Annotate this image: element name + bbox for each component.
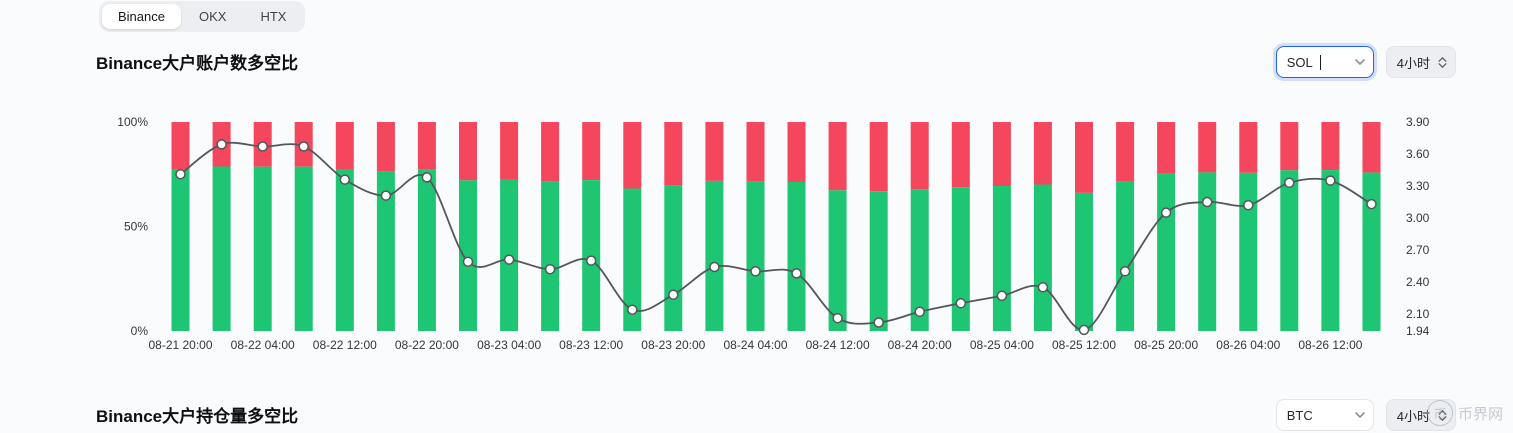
svg-text:50%: 50% — [124, 220, 148, 234]
chart-title-accounts: Binance大户账户数多空比 — [96, 54, 299, 73]
text-caret — [1319, 54, 1322, 70]
svg-text:08-26 04:00: 08-26 04:00 — [1216, 338, 1280, 352]
svg-text:08-25 12:00: 08-25 12:00 — [1052, 338, 1116, 352]
long-short-ratio-chart[interactable]: 100% 50% 0% 3.90 3.60 3.30 3.00 2.70 2.40 2.10 1.9… — [0, 100, 1513, 365]
symbol-select[interactable]: SOL — [1275, 46, 1374, 78]
chart-controls-accounts: SOL 4小时 — [1275, 46, 1456, 78]
svg-text:3.60: 3.60 — [1406, 147, 1430, 161]
svg-text:08-23 12:00: 08-23 12:00 — [559, 338, 623, 352]
interval-select-value: 4小时 — [1396, 55, 1430, 71]
svg-text:08-24 04:00: 08-24 04:00 — [723, 338, 787, 352]
chart-svg[interactable]: 100% 50% 0% 3.90 3.60 3.30 3.00 2.70 2.40 2.10 1.9… — [0, 100, 1513, 365]
interval-select[interactable]: 4小时 — [1385, 46, 1456, 78]
svg-text:100%: 100% — [117, 115, 148, 129]
svg-text:3.90: 3.90 — [1406, 115, 1430, 129]
svg-text:2.10: 2.10 — [1406, 307, 1430, 321]
tab-htx[interactable]: HTX — [260, 9, 287, 24]
watermark-text: 币界网 — [1457, 405, 1503, 423]
tab-okx[interactable]: OKX — [198, 9, 227, 24]
exchange-tabs: Binance OKX HTX — [99, 1, 306, 32]
svg-text:08-25 04:00: 08-25 04:00 — [970, 338, 1034, 352]
symbol-select-value: SOL — [1286, 54, 1313, 70]
svg-text:3.00: 3.00 — [1406, 211, 1430, 225]
svg-text:0%: 0% — [131, 324, 149, 338]
svg-text:08-26 12:00: 08-26 12:00 — [1298, 338, 1362, 352]
svg-text:2.70: 2.70 — [1406, 243, 1430, 257]
svg-text:08-22 04:00: 08-22 04:00 — [231, 338, 295, 352]
chart-title-positions: Binance大户持仓量多空比 — [96, 407, 299, 426]
svg-text:08-24 20:00: 08-24 20:00 — [888, 338, 952, 352]
svg-text:08-24 12:00: 08-24 12:00 — [806, 338, 870, 352]
svg-text:08-22 20:00: 08-22 20:00 — [395, 338, 459, 352]
up-down-icon — [1438, 56, 1447, 68]
svg-text:3.30: 3.30 — [1406, 179, 1430, 193]
symbol-select-2-value: BTC — [1286, 407, 1313, 423]
watermark: 币 币界网 — [1426, 400, 1503, 426]
tab-binance[interactable]: Binance — [102, 4, 181, 29]
svg-text:08-21 20:00: 08-21 20:00 — [148, 338, 212, 352]
svg-text:08-25 20:00: 08-25 20:00 — [1134, 338, 1198, 352]
symbol-select-2[interactable]: BTC — [1275, 399, 1374, 431]
interval-select-2-value: 4小时 — [1396, 408, 1430, 424]
chevron-down-icon — [1354, 59, 1365, 65]
svg-text:1.94: 1.94 — [1406, 324, 1430, 338]
svg-text:08-23 20:00: 08-23 20:00 — [641, 338, 705, 352]
chevron-down-icon — [1354, 412, 1365, 418]
watermark-icon: 币 — [1426, 400, 1453, 426]
svg-text:08-22 12:00: 08-22 12:00 — [313, 338, 377, 352]
svg-text:08-23 04:00: 08-23 04:00 — [477, 338, 541, 352]
svg-text:2.40: 2.40 — [1406, 275, 1430, 289]
